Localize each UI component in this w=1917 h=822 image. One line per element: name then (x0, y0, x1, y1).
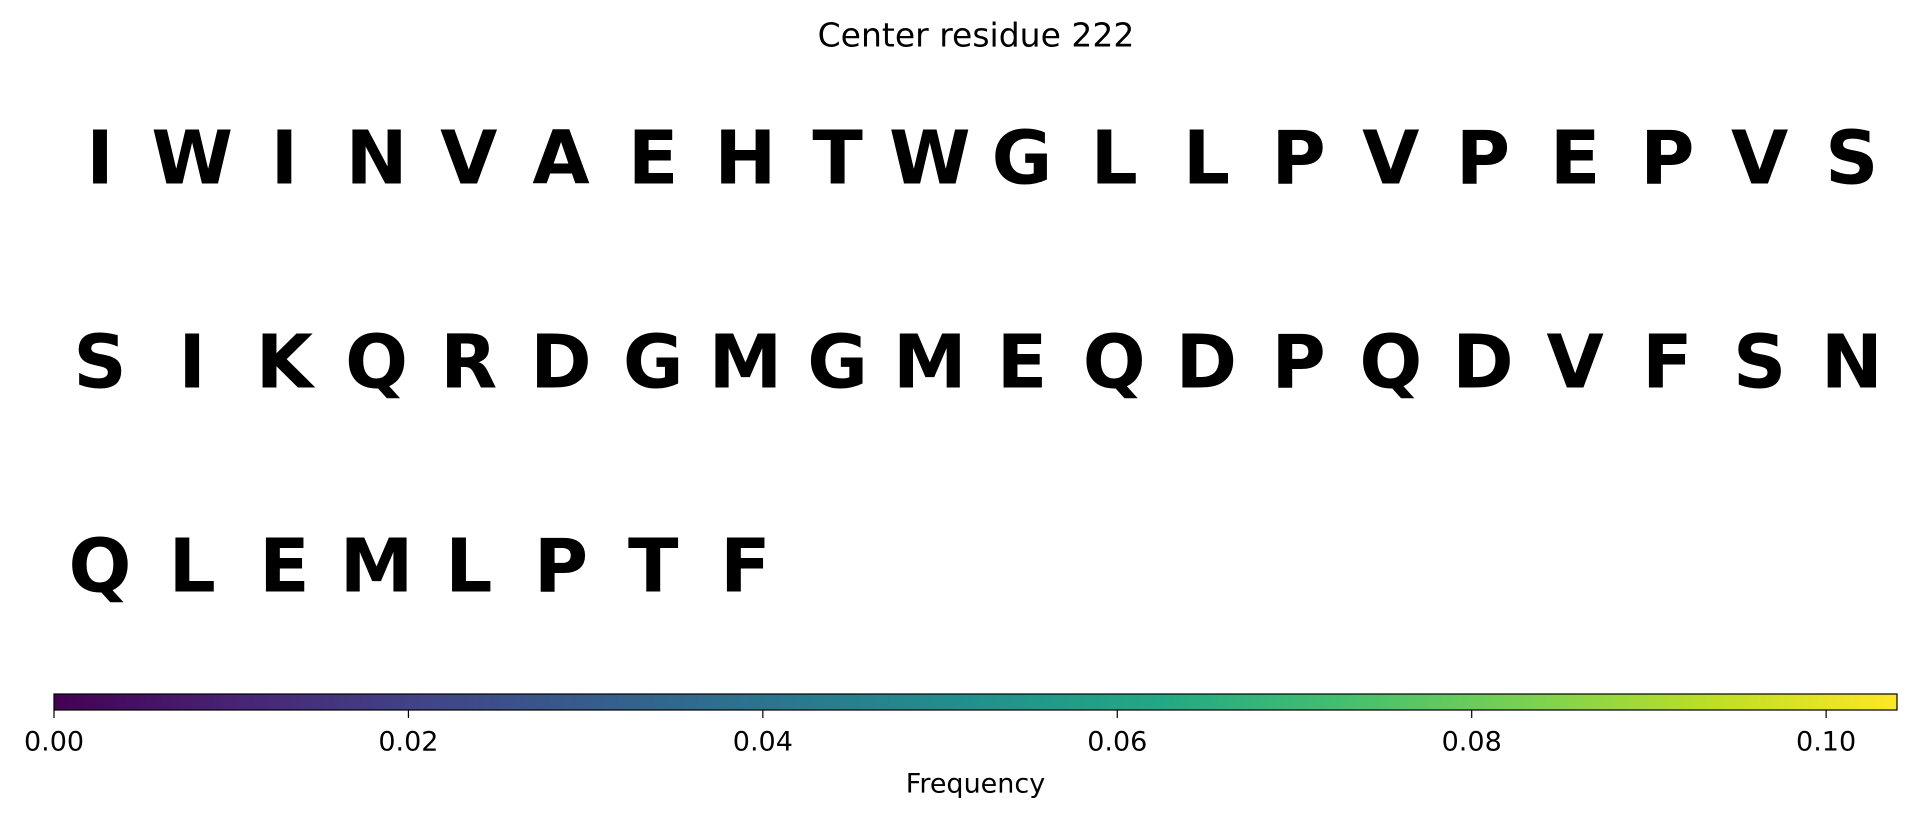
residue-letter: Q (1083, 320, 1146, 406)
residue-letter: Q (1359, 320, 1422, 406)
residue-letter: E (1550, 116, 1601, 202)
residue-letter: V (1731, 116, 1788, 202)
chart-title: Center residue 222 (818, 16, 1135, 55)
colorbar-tick-label: 0.02 (378, 727, 438, 758)
residue-letter: E (259, 524, 310, 610)
residue-letter: V (440, 116, 497, 202)
colorbar-label: Frequency (906, 769, 1046, 800)
residue-letter: D (1176, 320, 1237, 406)
residue-letter: I (86, 116, 114, 202)
residue-letter: P (1271, 320, 1325, 406)
residue-letter: D (1452, 320, 1513, 406)
residue-letter: F (1642, 320, 1693, 406)
residue-letter: E (628, 116, 679, 202)
residue-letter: K (256, 320, 316, 406)
residue-letter: P (1456, 116, 1510, 202)
residue-letter: T (812, 116, 863, 202)
residue-letter: R (440, 320, 497, 406)
colorbar (53, 693, 1898, 711)
residue-letter: V (1362, 116, 1419, 202)
residue-letter: Q (69, 524, 132, 610)
colorbar-tick-label: 0.08 (1442, 727, 1502, 758)
residue-letter: W (151, 116, 233, 202)
residue-letter: G (623, 320, 684, 406)
colorbar-tick-label: 0.00 (24, 727, 84, 758)
residue-letter: I (178, 320, 206, 406)
residue-letter: I (271, 116, 299, 202)
residue-letter: L (1183, 116, 1230, 202)
residue-letter: P (1640, 116, 1694, 202)
residue-letter: V (1547, 320, 1604, 406)
residue-letter: L (169, 524, 216, 610)
colorbar-tick-label: 0.06 (1087, 727, 1147, 758)
residue-letter: M (709, 320, 783, 406)
residue-letter: M (893, 320, 967, 406)
residue-letter: L (445, 524, 492, 610)
residue-letter: P (1271, 116, 1325, 202)
colorbar-tick-label: 0.10 (1796, 727, 1856, 758)
residue-letter: P (534, 524, 588, 610)
residue-letter: D (530, 320, 591, 406)
residue-letter: T (628, 524, 679, 610)
residue-letter: N (346, 116, 408, 202)
residue-letter: L (1091, 116, 1138, 202)
residue-letter: N (1821, 320, 1883, 406)
residue-letter: M (340, 524, 414, 610)
residue-letter: S (1825, 116, 1878, 202)
residue-letter: W (889, 116, 971, 202)
residue-letter: S (73, 320, 126, 406)
residue-letter: E (997, 320, 1048, 406)
residue-letter: G (807, 320, 868, 406)
residue-letter: A (532, 116, 589, 202)
residue-letter: G (992, 116, 1053, 202)
residue-letter: Q (345, 320, 408, 406)
residue-letter: H (714, 116, 776, 202)
colorbar-tick-label: 0.04 (733, 727, 793, 758)
residue-letter: S (1733, 320, 1786, 406)
residue-letter: F (720, 524, 771, 610)
